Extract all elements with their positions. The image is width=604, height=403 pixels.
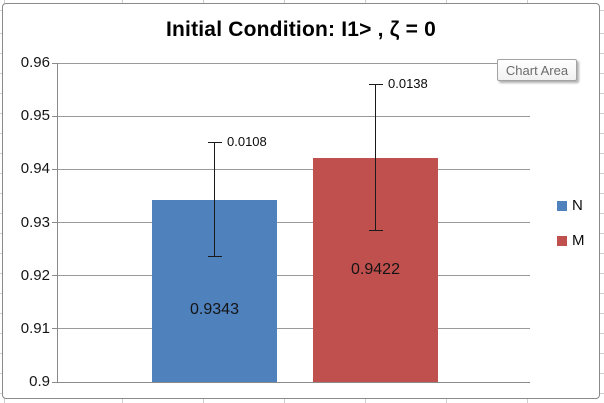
legend-item-M[interactable]: M: [557, 233, 585, 248]
y-gridline: [57, 222, 530, 223]
y-axis-label: 0.95: [20, 107, 50, 125]
error-bar-M: [375, 84, 376, 231]
error-value-label: 0.0108: [227, 134, 267, 150]
chart-area[interactable]: Initial Condition: I1> , ζ = 0 Chart Are…: [2, 3, 600, 399]
error-value-label: 0.0138: [388, 76, 428, 92]
y-axis-tick: [52, 328, 57, 330]
y-axis-label: 0.96: [20, 54, 50, 71]
error-bar-N: [214, 142, 215, 258]
y-gridline: [57, 62, 530, 64]
chart-area-tooltip: Chart Area: [497, 59, 577, 81]
y-gridline: [57, 115, 530, 117]
bar-value-label: 0.9422: [351, 261, 400, 278]
bar-value-label: 0.9343: [190, 301, 239, 318]
error-bar-cap-top: [207, 142, 222, 144]
y-axis-tick: [52, 275, 57, 277]
chart-area-tooltip-label: Chart Area: [505, 62, 569, 78]
error-bar-cap-bottom: [368, 230, 383, 231]
y-axis-label: 0.94: [20, 160, 50, 178]
chart-title[interactable]: Initial Condition: I1> , ζ = 0: [165, 18, 437, 41]
y-axis-label: 0.92: [20, 266, 50, 284]
legend-item-N[interactable]: N: [557, 198, 583, 213]
x-axis-line: [57, 381, 530, 383]
y-axis-line: [57, 63, 58, 382]
y-axis-label: 0.93: [20, 213, 50, 231]
y-axis-tick: [52, 168, 57, 170]
legend-swatch-N: [557, 200, 567, 211]
y-axis-tick: [52, 222, 57, 223]
y-axis-tick: [52, 62, 57, 64]
y-axis-tick: [52, 115, 57, 117]
y-gridline: [57, 168, 530, 170]
legend-label-M: M: [572, 232, 585, 249]
legend-label-N: N: [572, 197, 583, 214]
error-bar-cap-bottom: [207, 256, 222, 258]
error-bar-cap-top: [368, 84, 383, 86]
y-gridline: [57, 275, 530, 277]
legend-swatch-M: [557, 235, 567, 246]
y-axis-label: 0.91: [20, 319, 50, 337]
y-gridline: [57, 328, 530, 330]
y-axis-label: 0.9: [29, 373, 50, 390]
y-axis-tick: [52, 381, 57, 383]
